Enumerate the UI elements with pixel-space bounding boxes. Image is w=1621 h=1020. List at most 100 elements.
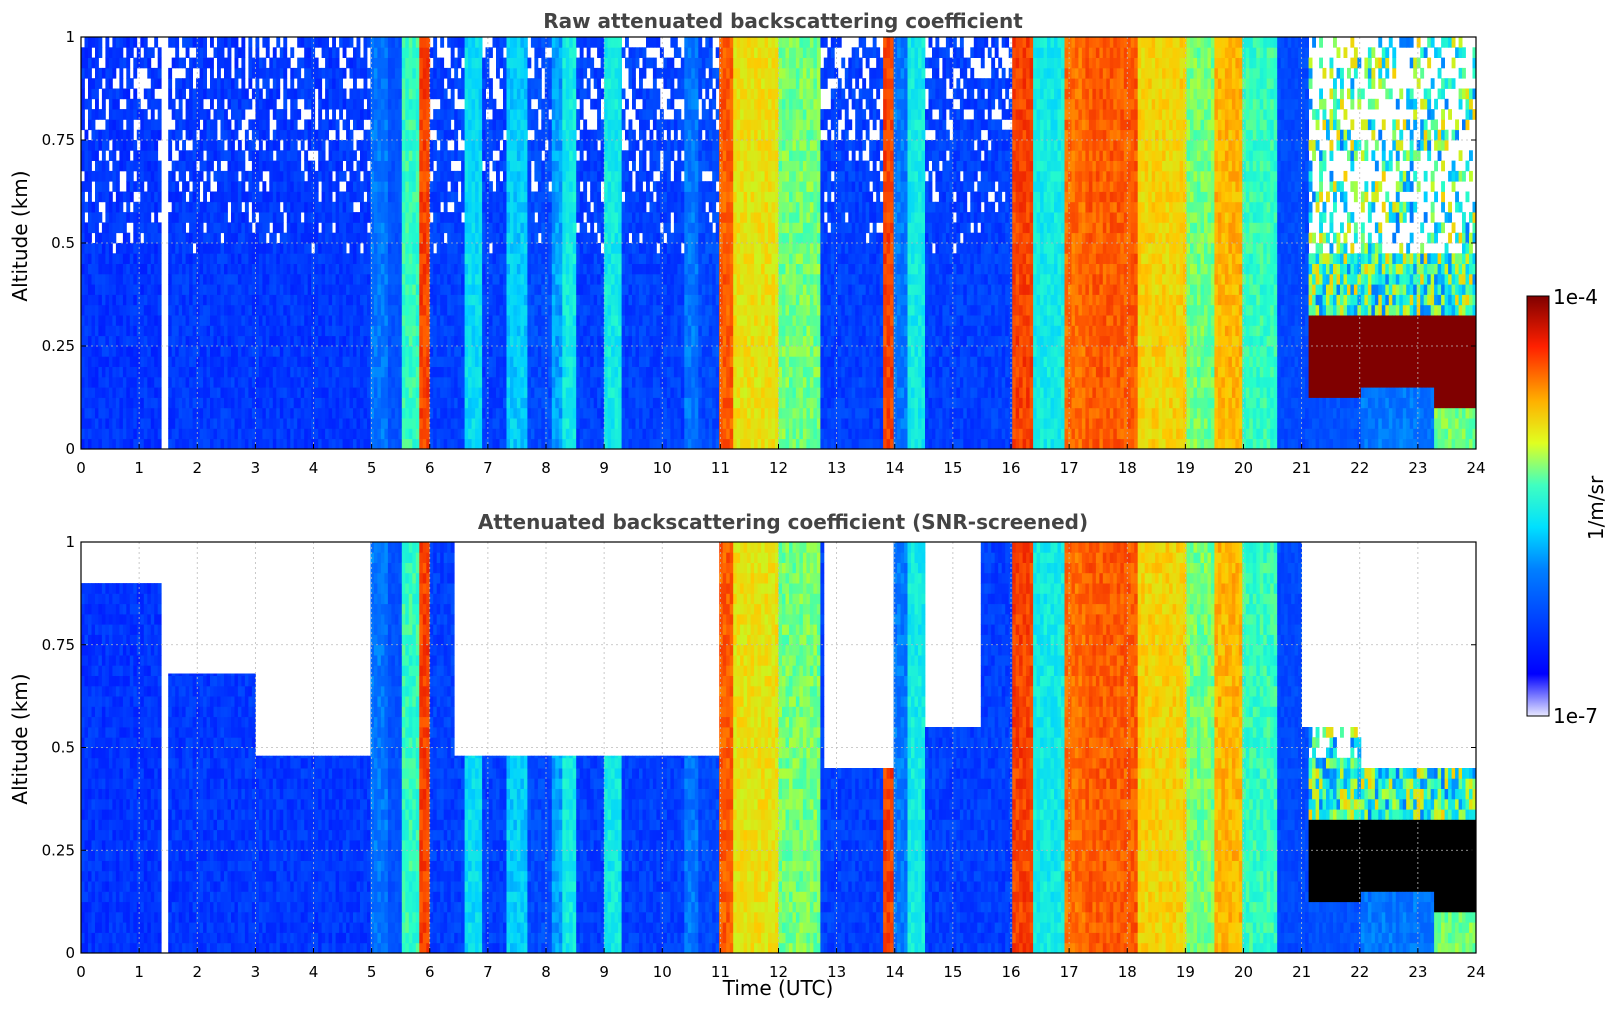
heatmap-cell <box>300 37 305 48</box>
heatmap-cell <box>384 325 389 337</box>
heatmap-cell <box>523 335 528 347</box>
heatmap-cell <box>401 253 406 264</box>
heatmap-cell <box>391 78 396 89</box>
heatmap-cell <box>81 284 85 295</box>
heatmap-cell <box>234 98 239 110</box>
heatmap-cell <box>510 263 514 275</box>
heatmap-cell <box>136 273 141 285</box>
heatmap-cell <box>373 98 378 110</box>
heatmap-cell <box>178 263 183 275</box>
heatmap-cell <box>293 222 298 234</box>
heatmap-cell <box>276 407 281 419</box>
heatmap-cell <box>377 284 382 295</box>
heatmap-cell <box>262 397 267 409</box>
heatmap-cell <box>171 98 176 110</box>
heatmap-cell <box>440 37 445 48</box>
heatmap-cell <box>433 273 438 285</box>
heatmap-cell <box>335 140 340 151</box>
heatmap-cell <box>203 201 207 213</box>
heatmap-cell <box>206 160 211 172</box>
heatmap-cell <box>328 418 333 429</box>
heatmap-cell <box>558 109 563 120</box>
heatmap-cell <box>192 212 197 223</box>
heatmap-cell <box>349 284 354 295</box>
heatmap-cell <box>129 304 134 316</box>
heatmap-cell <box>220 212 225 223</box>
heatmap-cell <box>154 366 159 378</box>
heatmap-cell <box>408 129 413 141</box>
heatmap-cell <box>203 181 207 192</box>
heatmap-cell <box>353 253 357 264</box>
heatmap-cell <box>185 356 190 367</box>
heatmap-cell <box>119 140 124 151</box>
heatmap-cell <box>496 356 500 367</box>
heatmap-cell <box>217 428 221 440</box>
heatmap-cell <box>510 387 514 398</box>
heatmap-cell <box>496 418 500 429</box>
heatmap-cell <box>342 243 347 254</box>
heatmap-cell <box>489 376 493 388</box>
heatmap-cell <box>325 325 329 337</box>
heatmap-cell <box>443 273 448 285</box>
heatmap-cell <box>551 129 556 141</box>
heatmap-cell <box>150 387 155 398</box>
heatmap-cell <box>244 438 249 450</box>
heatmap-cell <box>380 37 385 48</box>
heatmap-cell <box>408 438 413 450</box>
heatmap-cell <box>468 212 472 223</box>
heatmap-cell <box>276 181 281 192</box>
heatmap-cell <box>88 47 92 58</box>
heatmap-cell <box>122 376 127 388</box>
heatmap-cell <box>175 160 180 172</box>
heatmap-cell <box>307 243 312 254</box>
heatmap-cell <box>510 170 514 182</box>
heatmap-cell <box>380 222 385 234</box>
heatmap-cell <box>461 294 465 306</box>
heatmap-cell <box>457 294 462 306</box>
heatmap-cell <box>447 335 452 347</box>
heatmap-cell <box>91 37 96 48</box>
heatmap-cell <box>307 181 312 192</box>
heatmap-cell <box>551 150 556 161</box>
heatmap-cell <box>101 98 106 110</box>
heatmap-cell <box>415 191 420 203</box>
heatmap-cell <box>510 88 514 100</box>
heatmap-cell <box>555 37 560 48</box>
heatmap-cell <box>136 294 141 306</box>
heatmap-cell <box>192 253 197 264</box>
heatmap-cell <box>450 418 455 429</box>
heatmap-cell <box>373 335 378 347</box>
heatmap-cell <box>129 140 134 151</box>
heatmap-cell <box>471 304 476 316</box>
heatmap-cell <box>544 222 549 234</box>
heatmap-cell <box>520 315 525 326</box>
heatmap-cell <box>464 387 469 398</box>
heatmap-cell <box>475 57 479 69</box>
heatmap-cell <box>150 88 155 100</box>
heatmap-cell <box>363 253 368 264</box>
heatmap-cell <box>398 140 403 151</box>
heatmap-cell <box>185 273 190 285</box>
heatmap-cell <box>147 212 152 223</box>
heatmap-cell <box>520 346 525 357</box>
heatmap-cell <box>394 98 399 110</box>
heatmap-cell <box>555 273 560 285</box>
heatmap-cell <box>196 273 200 285</box>
heatmap-cell <box>185 335 190 347</box>
heatmap-cell <box>555 212 560 223</box>
heatmap-cell <box>196 366 200 378</box>
heatmap-cell <box>527 315 532 326</box>
heatmap-cell <box>426 243 431 254</box>
heatmap-cell <box>272 109 277 120</box>
heatmap-cell <box>199 294 204 306</box>
heatmap-cell <box>377 119 382 131</box>
heatmap-cell <box>95 47 99 58</box>
heatmap-cell <box>468 263 472 275</box>
heatmap-cell <box>342 201 347 213</box>
heatmap-cell <box>112 407 117 419</box>
heatmap-cell <box>520 407 525 419</box>
heatmap-cell <box>101 67 106 79</box>
heatmap-cell <box>468 376 472 388</box>
heatmap-cell <box>237 243 242 254</box>
heatmap-cell <box>206 335 211 347</box>
